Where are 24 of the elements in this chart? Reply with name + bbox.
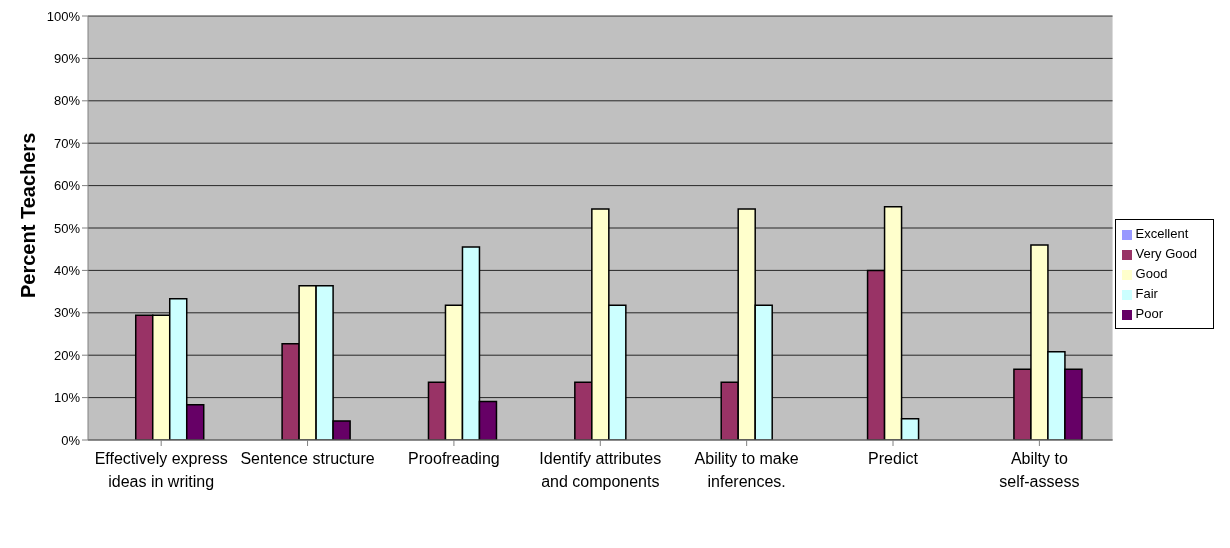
x-tick-label: Identify attributes and components	[539, 450, 662, 490]
x-tick-label: Sentence structure	[240, 450, 375, 467]
x-tick-label: Ability to make inferences.	[694, 450, 799, 490]
x-tick-label: Proofreading	[408, 450, 500, 467]
y-tick-label: 30%	[53, 305, 81, 321]
y-tick-label: 0%	[61, 432, 81, 448]
y-tick-label: 90%	[53, 51, 81, 67]
y-tick-label: 50%	[53, 220, 81, 236]
y-tick-label: 20%	[53, 347, 81, 363]
y-tick-label: 80%	[53, 93, 81, 109]
y-tick-label: 10%	[53, 390, 81, 406]
y-tick-label: 70%	[53, 135, 81, 151]
y-tick-label: 40%	[53, 263, 81, 279]
y-tick-label: 60%	[53, 178, 81, 194]
legend-label: Good	[1135, 266, 1168, 281]
legend-label: Excellent	[1135, 226, 1189, 241]
legend-label: Very Good	[1135, 246, 1197, 261]
x-tick-label: Predict	[868, 450, 919, 467]
legend-label: Fair	[1135, 286, 1158, 301]
y-tick-label: 100%	[46, 8, 81, 24]
y-axis-title: Percent Teachers	[17, 132, 40, 298]
x-tick-label: Abilty to self-assess	[999, 450, 1080, 490]
x-tick-label: Effectively express ideas in writing	[94, 450, 228, 490]
legend-label: Poor	[1135, 306, 1164, 321]
